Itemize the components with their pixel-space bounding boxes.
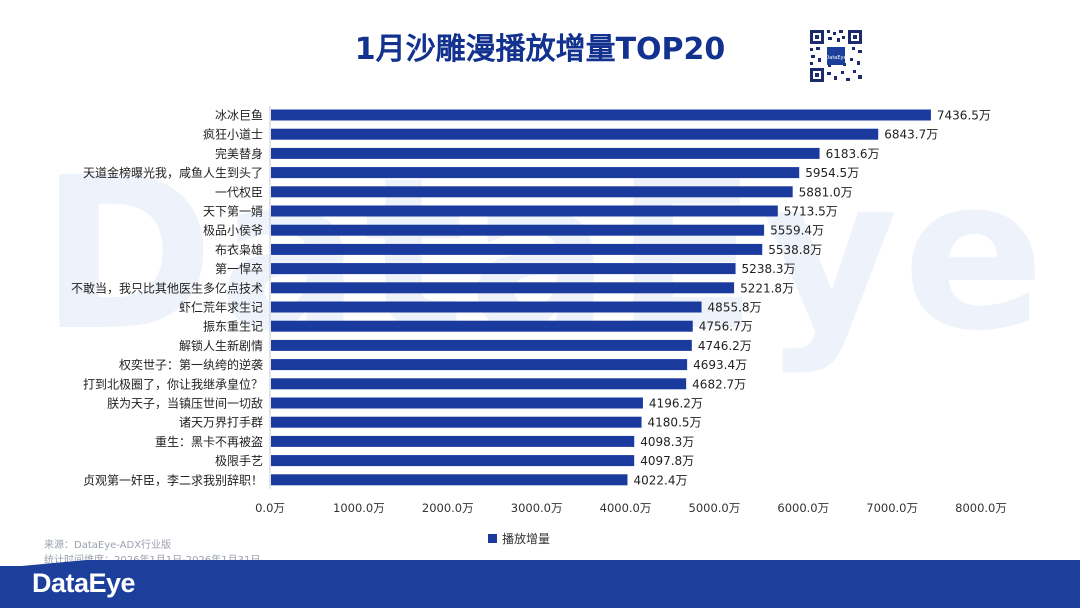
category-label: 打到北极圈了，你让我继承皇位？	[83, 376, 263, 391]
data-label: 4022.4万	[633, 473, 687, 487]
x-tick-label: 4000.0万	[600, 501, 652, 515]
x-tick-label: 8000.0万	[955, 501, 1007, 515]
category-label: 极限手艺	[215, 454, 263, 468]
bar	[271, 224, 765, 236]
category-label: 虾仁荒年求生记	[179, 301, 263, 315]
x-tick-label: 3000.0万	[511, 501, 563, 515]
bar	[271, 378, 687, 390]
category-label: 不敢当，我只比其他医生多亿点技术	[71, 280, 263, 295]
bar	[271, 186, 793, 198]
data-label: 4746.2万	[698, 339, 752, 353]
x-tick-label: 1000.0万	[333, 501, 385, 515]
data-label: 5559.4万	[770, 224, 824, 238]
footer-accent	[0, 560, 1080, 568]
category-label: 朕为天子，当镇压世间一切敌	[107, 396, 263, 411]
data-label: 5221.8万	[740, 281, 794, 295]
x-tick-label: 2000.0万	[422, 501, 474, 515]
legend-swatch	[488, 534, 497, 543]
category-label: 一代权臣	[215, 185, 263, 199]
data-label: 4693.4万	[693, 358, 747, 372]
category-label: 极品小侯爷	[203, 224, 263, 238]
data-label: 7436.5万	[937, 109, 991, 123]
category-label: 振东重生记	[203, 320, 263, 334]
category-label: 布衣枭雄	[215, 242, 263, 257]
bar	[271, 416, 642, 428]
category-label: 贞观第一奸臣，李二求我别辞职！	[83, 472, 263, 487]
bar	[271, 301, 702, 313]
data-label: 5881.0万	[799, 185, 853, 199]
data-label: 4097.8万	[640, 454, 694, 468]
category-label: 天下第一婿	[203, 205, 263, 219]
category-label: 冰冰巨鱼	[215, 109, 263, 123]
x-tick-label: 6000.0万	[777, 501, 829, 515]
category-label: 权奕世子：第一纨绔的逆袭	[119, 357, 263, 372]
bar	[271, 455, 635, 467]
qr-code-icon: DataEye	[808, 28, 864, 84]
bar	[271, 282, 735, 294]
x-tick-label: 0.0万	[255, 501, 285, 515]
data-label: 4756.7万	[699, 320, 753, 334]
bar	[271, 339, 692, 351]
bar	[271, 109, 931, 121]
bar	[271, 205, 778, 217]
bar	[271, 243, 763, 255]
bar	[271, 474, 628, 486]
bar	[271, 435, 635, 447]
x-tick-label: 7000.0万	[866, 501, 918, 515]
footer-bar	[0, 566, 1080, 608]
data-label: 4196.2万	[649, 397, 703, 411]
bar	[271, 320, 693, 332]
bar	[271, 167, 800, 179]
legend-label: 播放增量	[502, 532, 551, 546]
data-label: 6183.6万	[826, 147, 880, 161]
category-label: 完美替身	[215, 146, 263, 161]
data-label: 4098.3万	[640, 435, 694, 449]
bar	[271, 263, 736, 275]
data-label: 5538.8万	[768, 243, 822, 257]
data-label: 5238.3万	[742, 262, 796, 276]
data-label: 4180.5万	[648, 416, 702, 430]
bar	[271, 359, 688, 371]
category-label: 第一悍卒	[215, 262, 263, 276]
data-label: 5713.5万	[784, 205, 838, 219]
data-label: 6843.7万	[884, 128, 938, 142]
source-line: 来源：DataEye-ADX行业版	[44, 540, 172, 551]
chart-title: 1月沙雕漫播放增量TOP20	[354, 32, 726, 67]
category-label: 疯狂小道士	[203, 127, 263, 142]
dataeye-logo: DataEye	[32, 568, 136, 598]
category-label: 解锁人生新剧情	[179, 338, 263, 353]
category-label: 重生：黑卡不再被盗	[155, 434, 263, 449]
data-label: 5954.5万	[805, 166, 859, 180]
svg-text:DataEye: DataEye	[825, 55, 846, 61]
bar	[271, 397, 643, 409]
data-label: 4855.8万	[708, 301, 762, 315]
category-label: 诸天万界打手群	[179, 416, 263, 430]
x-tick-label: 5000.0万	[689, 501, 741, 515]
bar	[271, 128, 879, 140]
chart-legend: 播放增量	[488, 530, 550, 547]
bar	[271, 147, 820, 159]
data-label: 4682.7万	[692, 377, 746, 391]
category-label: 天道金榜曝光我，咸鱼人生到头了	[83, 165, 263, 180]
